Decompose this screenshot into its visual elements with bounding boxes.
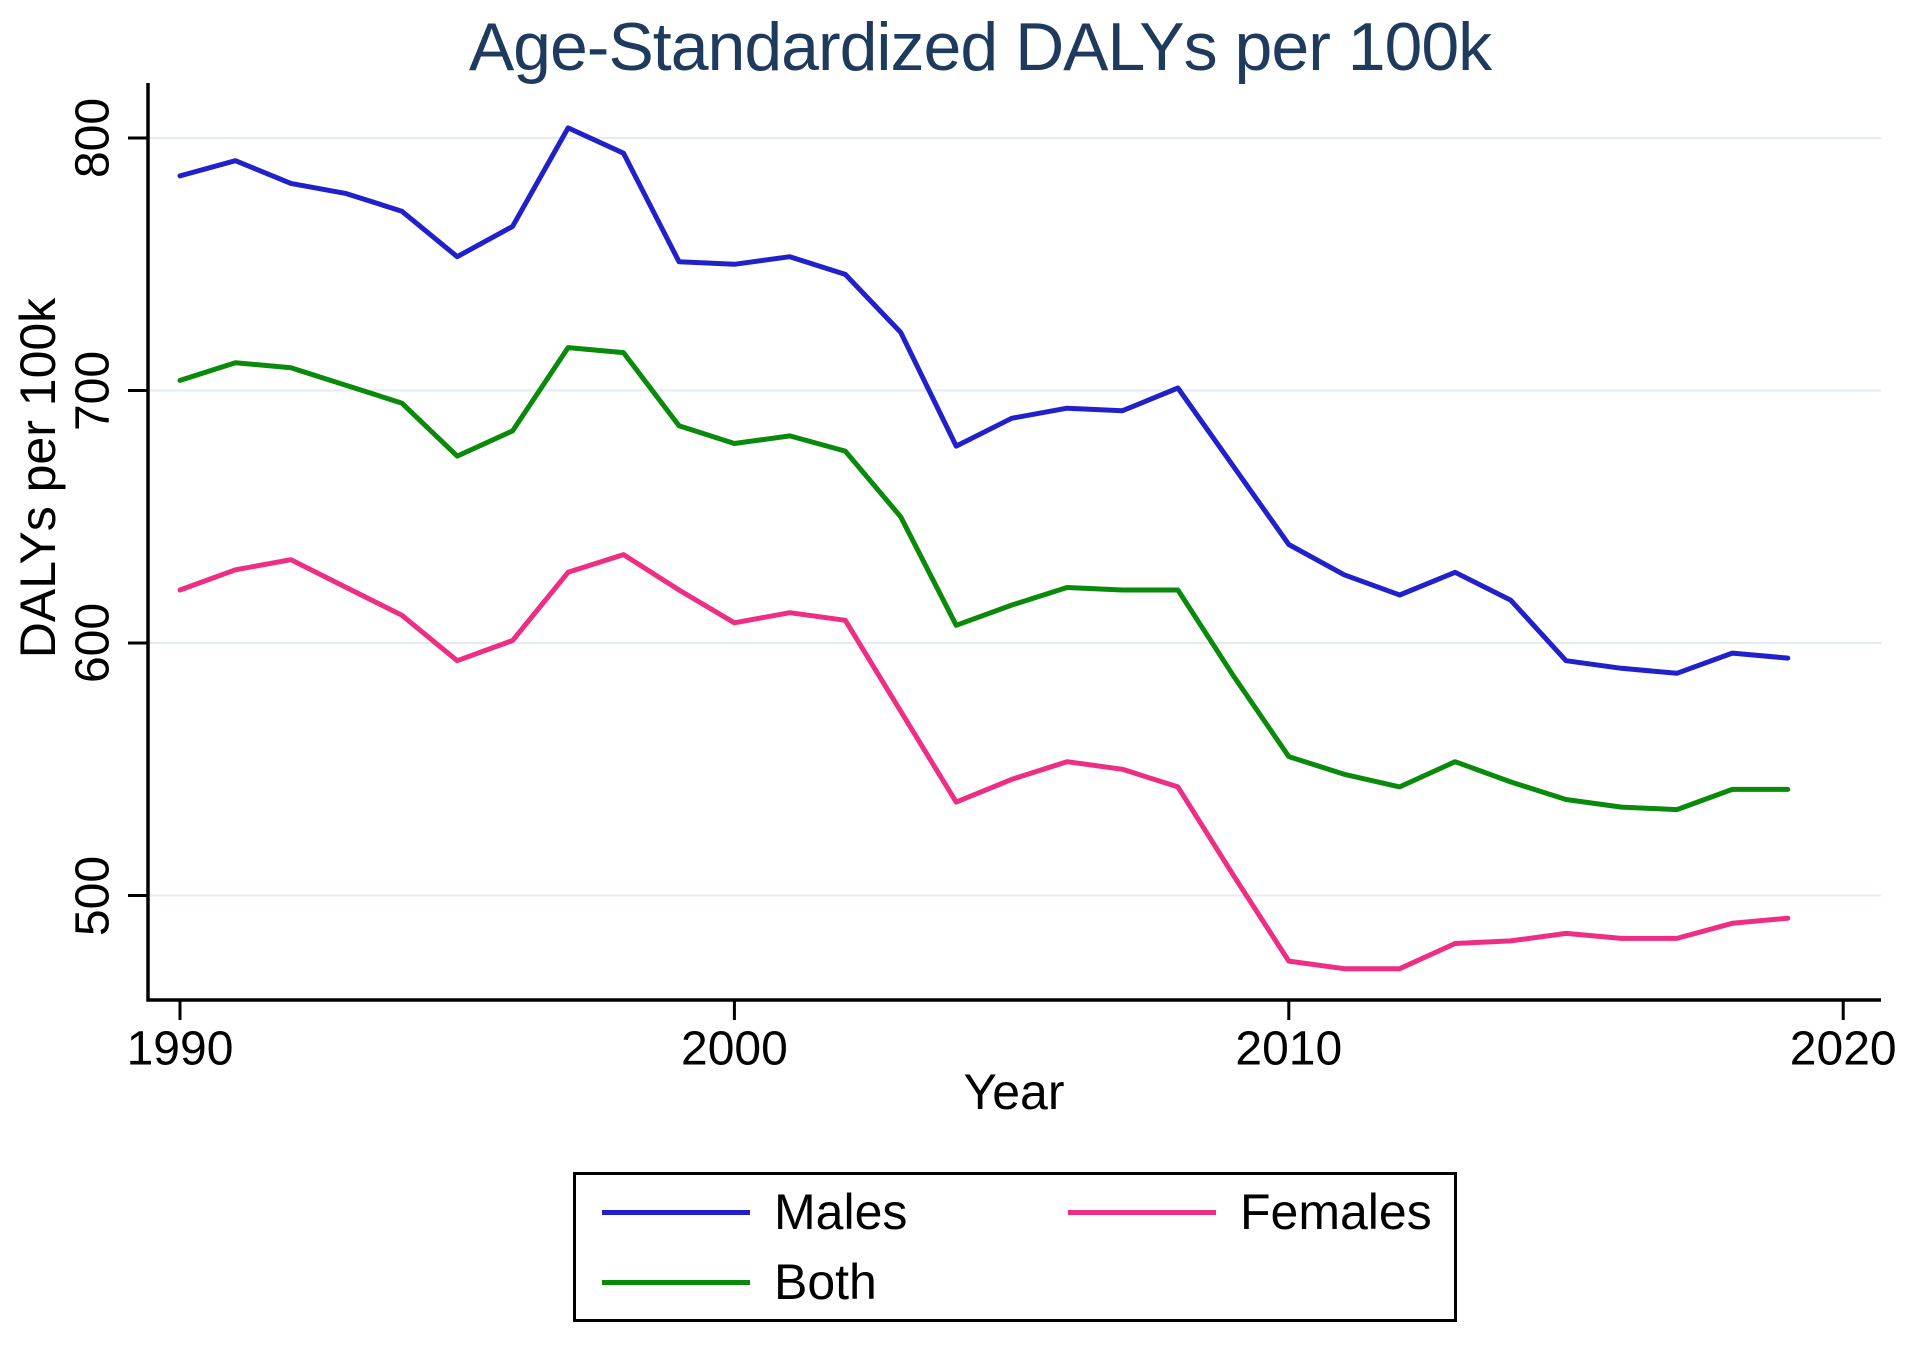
- x-tick-label-2010: 2010: [1235, 1022, 1343, 1076]
- x-tick-label-2000: 2000: [681, 1022, 788, 1076]
- y-tick-label-500: 500: [66, 855, 120, 936]
- series-line-both: [177, 345, 1791, 813]
- y-tick-label-800: 800: [66, 97, 120, 179]
- females-line-swatch: [1068, 1209, 1216, 1215]
- both-line-swatch: [602, 1279, 750, 1285]
- legend-label-both: Both: [774, 1254, 877, 1310]
- y-tick-label-700: 700: [66, 350, 120, 431]
- legend-label-males: Males: [774, 1184, 908, 1240]
- series-line-females: [177, 552, 1791, 972]
- chart-title: Age-Standardized DALYs per 100k: [468, 9, 1492, 85]
- series-line-males: [177, 125, 1791, 676]
- y-axis-title: DALYs per 100k: [10, 297, 66, 659]
- x-tick-label-2020: 2020: [1789, 1022, 1897, 1076]
- legend-entry-both: Both: [602, 1253, 1068, 1311]
- x-tick-label-1990: 1990: [126, 1022, 234, 1076]
- legend-entry-males: Males: [602, 1183, 1068, 1241]
- x-axis-title: Year: [963, 1064, 1065, 1120]
- y-tick-label-600: 600: [66, 602, 120, 684]
- males-line-swatch: [602, 1209, 750, 1215]
- legend-label-females: Females: [1240, 1184, 1432, 1240]
- legend-box: Males Females Both: [573, 1172, 1457, 1322]
- legend-entry-females: Females: [1068, 1183, 1454, 1241]
